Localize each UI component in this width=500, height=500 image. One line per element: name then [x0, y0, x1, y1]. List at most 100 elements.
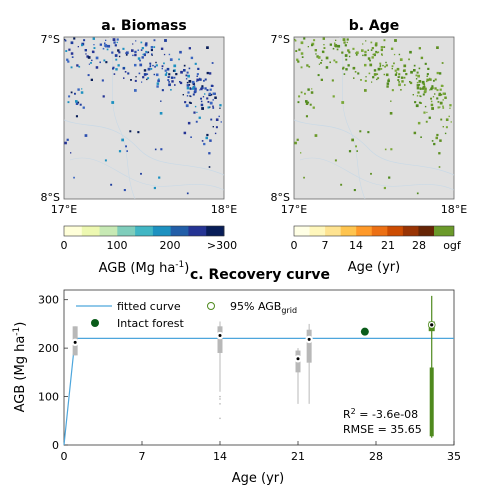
age-pixel [294, 38, 296, 41]
cbar-a-segment [152, 226, 172, 236]
biomass-pixel [164, 73, 167, 76]
age-pixel [381, 53, 383, 55]
biomass-pixel [160, 100, 162, 102]
age-pixel [419, 87, 422, 90]
age-pixel [425, 120, 428, 123]
age-pixel [413, 69, 416, 72]
biomass-pixel [208, 166, 211, 168]
biomass-pixel [153, 73, 155, 76]
age-pixel [385, 64, 388, 67]
cbar-a-segment [206, 226, 225, 236]
age-pixel [442, 107, 445, 109]
biomass-pixel [179, 81, 181, 83]
biomass-pixel [64, 141, 67, 145]
biomass-pixel [147, 77, 150, 80]
panel-b-colorbar [293, 225, 455, 237]
biomass-pixel [123, 189, 126, 192]
panel-c-title: c. Recovery curve [190, 267, 330, 283]
age-pixel [390, 100, 392, 102]
age-pixel [436, 71, 439, 75]
biomass-pixel [81, 44, 83, 47]
grid-box-median [73, 340, 77, 344]
biomass-pixel [115, 58, 118, 61]
panel-a-river [69, 157, 225, 191]
age-pixel [401, 80, 404, 83]
cbar-b-tick-5: ogf [443, 239, 462, 252]
panel-a-map [63, 36, 225, 200]
biomass-pixel [204, 87, 207, 90]
biomass-pixel [104, 159, 107, 162]
biomass-pixel [85, 53, 87, 55]
age-pixel [383, 186, 386, 190]
biomass-pixel [114, 44, 117, 47]
biomass-pixel [124, 71, 127, 73]
age-pixel [298, 48, 301, 51]
biomass-pixel [134, 79, 137, 82]
biomass-pixel [154, 65, 156, 68]
biomass-pixel [149, 62, 152, 65]
age-pixel [384, 148, 387, 151]
biomass-pixel [163, 53, 166, 56]
biomass-pixel [68, 95, 71, 98]
biomass-pixel [182, 94, 184, 96]
age-pixel [301, 56, 304, 58]
biomass-pixel [116, 41, 118, 44]
age-pixel [323, 47, 326, 49]
age-pixel [428, 78, 431, 81]
biomass-pixel [172, 70, 175, 72]
age-pixel [329, 43, 332, 46]
biomass-pixel [219, 104, 222, 107]
age-pixel [315, 53, 317, 55]
age-pixel [388, 78, 390, 80]
biomass-pixel [127, 72, 130, 75]
biomass-pixel [125, 54, 128, 56]
biomass-pixel [204, 78, 207, 81]
biomass-pixel [150, 46, 153, 49]
biomass-pixel [189, 95, 191, 97]
biomass-pixel [212, 126, 214, 128]
panel-b-river [299, 157, 455, 191]
age-pixel [383, 46, 386, 48]
biomass-pixel [168, 76, 171, 78]
biomass-pixel [76, 64, 79, 67]
biomass-pixel [142, 76, 145, 79]
biomass-pixel [184, 101, 187, 104]
age-pixel [420, 95, 422, 98]
age-pixel [294, 39, 297, 42]
biomass-pixel [212, 92, 215, 95]
age-pixel [442, 105, 444, 108]
biomass-pixel [185, 78, 188, 80]
panel-c-plot-frame [63, 289, 455, 446]
biomass-pixel [116, 38, 119, 41]
age-pixel [434, 93, 436, 95]
biomass-pixel [134, 89, 137, 92]
biomass-pixel [135, 40, 137, 42]
age-pixel [431, 107, 434, 110]
age-pixel [303, 37, 306, 40]
biomass-pixel [146, 78, 148, 81]
age-pixel [436, 97, 439, 100]
age-pixel [348, 51, 351, 54]
biomass-pixel [77, 46, 79, 48]
cbar-a-border [63, 225, 225, 237]
biomass-pixel [215, 126, 218, 129]
biomass-pixel [104, 42, 106, 44]
age-pixel [307, 88, 310, 91]
biomass-pixel [167, 79, 170, 81]
biomass-pixel [121, 138, 124, 142]
age-pixel [374, 54, 376, 57]
biomass-pixel [95, 56, 99, 60]
biomass-pixel [168, 81, 170, 83]
legend-intact-forest-label: Intact forest [117, 317, 185, 330]
cbar-b-tick-1: 7 [322, 239, 329, 252]
biomass-pixel [117, 49, 120, 52]
biomass-pixel [143, 73, 147, 76]
biomass-pixel [84, 134, 88, 137]
age-pixel [300, 91, 303, 94]
age-pixel [442, 126, 444, 128]
biomass-pixel [211, 62, 214, 64]
grid-box-outlier [219, 417, 221, 420]
age-pixel [295, 50, 298, 52]
intact-forest-point [360, 327, 369, 336]
age-pixel [391, 65, 394, 68]
